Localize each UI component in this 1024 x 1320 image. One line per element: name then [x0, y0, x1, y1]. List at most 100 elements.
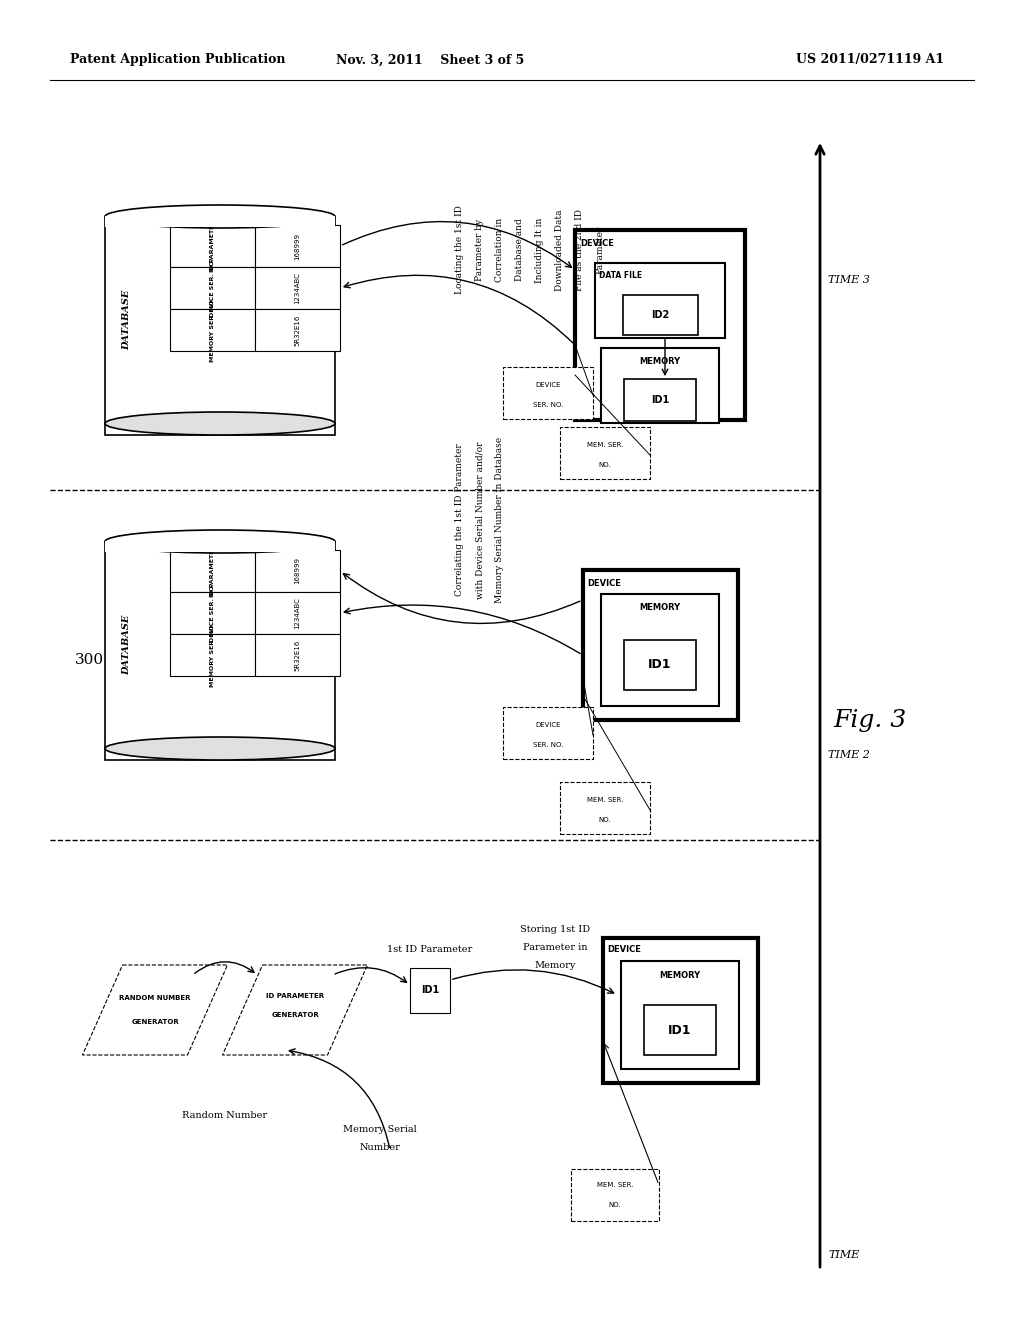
Text: Database and: Database and — [515, 219, 524, 281]
Bar — [571, 1170, 659, 1221]
Text: ID1: ID1 — [651, 395, 669, 405]
Text: DEVICE: DEVICE — [580, 239, 613, 248]
Bar — [410, 968, 450, 1012]
Text: GENERATOR: GENERATOR — [271, 1012, 318, 1018]
Text: ID1: ID1 — [421, 985, 439, 995]
Text: US 2011/0271119 A1: US 2011/0271119 A1 — [796, 54, 944, 66]
Text: MEMORY: MEMORY — [639, 356, 681, 366]
Text: Correlation in: Correlation in — [496, 218, 505, 282]
Text: Nov. 3, 2011    Sheet 3 of 5: Nov. 3, 2011 Sheet 3 of 5 — [336, 54, 524, 66]
Text: MEMORY SER. NO.: MEMORY SER. NO. — [210, 298, 215, 362]
Bar — [601, 594, 719, 706]
Text: TIME 3: TIME 3 — [828, 275, 869, 285]
Text: MEM. SER.: MEM. SER. — [587, 442, 624, 447]
Text: 300: 300 — [75, 653, 104, 667]
Bar — [170, 309, 255, 351]
Bar — [105, 216, 335, 227]
Text: 1234ABC: 1234ABC — [295, 272, 300, 304]
Text: Parameter in: Parameter in — [522, 944, 587, 953]
Text: Downloaded Data: Downloaded Data — [555, 210, 564, 290]
Bar — [601, 347, 719, 422]
Text: 168999: 168999 — [295, 232, 300, 260]
Bar — [560, 426, 650, 479]
Ellipse shape — [105, 737, 335, 760]
Text: TIME: TIME — [828, 1250, 859, 1261]
Bar — [170, 591, 255, 634]
Bar — [105, 216, 335, 436]
Text: Parameter by: Parameter by — [475, 219, 484, 281]
Bar — [170, 550, 255, 591]
Text: ID1: ID1 — [669, 1023, 692, 1036]
Text: ID2: ID2 — [651, 310, 669, 319]
Text: Random Number: Random Number — [182, 1110, 267, 1119]
Text: 1st ID Parameter: 1st ID Parameter — [387, 945, 473, 954]
Bar — [255, 309, 340, 351]
Text: DATABASE: DATABASE — [123, 615, 131, 675]
Text: DATA FILE: DATA FILE — [599, 271, 642, 280]
Ellipse shape — [105, 531, 335, 553]
Bar — [503, 708, 593, 759]
Polygon shape — [222, 965, 368, 1055]
Bar — [560, 781, 650, 834]
Text: Patent Application Publication: Patent Application Publication — [70, 54, 286, 66]
Text: DEVICE: DEVICE — [536, 722, 561, 729]
Text: 168999: 168999 — [295, 557, 300, 585]
Text: SER. NO.: SER. NO. — [532, 403, 563, 408]
Text: MEM. SER.: MEM. SER. — [597, 1181, 633, 1188]
Text: Number: Number — [359, 1143, 400, 1152]
Bar — [644, 1005, 716, 1055]
Text: DEVICE: DEVICE — [607, 945, 641, 954]
Bar — [255, 550, 340, 591]
Text: File as the 2nd ID: File as the 2nd ID — [575, 209, 585, 290]
Text: Locating the 1st ID: Locating the 1st ID — [456, 206, 465, 294]
Text: NO.: NO. — [599, 462, 611, 469]
Text: Storing 1st ID: Storing 1st ID — [520, 925, 590, 935]
Ellipse shape — [105, 412, 335, 436]
Bar — [255, 267, 340, 309]
Text: ID1: ID1 — [648, 659, 672, 672]
Bar — [602, 937, 758, 1082]
Text: NO.: NO. — [608, 1203, 622, 1208]
Text: ID PARAMETER: ID PARAMETER — [210, 545, 215, 597]
Text: MEMORY: MEMORY — [639, 603, 681, 612]
Text: Fig. 3: Fig. 3 — [834, 709, 906, 731]
Bar — [623, 294, 697, 335]
Bar — [255, 224, 340, 267]
Text: DEVICE: DEVICE — [588, 578, 622, 587]
Text: RANDOM NUMBER: RANDOM NUMBER — [119, 995, 190, 1001]
Text: Memory: Memory — [535, 961, 575, 970]
Text: MEM. SER.: MEM. SER. — [587, 797, 624, 803]
Bar — [624, 640, 696, 690]
Bar — [170, 267, 255, 309]
Bar — [255, 591, 340, 634]
Text: 5R32E16: 5R32E16 — [295, 314, 300, 346]
Text: DEVICE SER. NO.: DEVICE SER. NO. — [210, 583, 215, 643]
Text: NO.: NO. — [599, 817, 611, 822]
Bar — [595, 263, 725, 338]
Text: DEVICE SER. NO.: DEVICE SER. NO. — [210, 259, 215, 317]
Text: 5R32E16: 5R32E16 — [295, 639, 300, 671]
Text: Including It in: Including It in — [536, 218, 545, 282]
Text: DEVICE: DEVICE — [536, 381, 561, 388]
Bar — [170, 224, 255, 267]
Text: Memory Serial Number in Database: Memory Serial Number in Database — [496, 437, 505, 603]
Bar — [503, 367, 593, 418]
Bar — [105, 541, 335, 552]
Text: Correlating the 1st ID Parameter: Correlating the 1st ID Parameter — [456, 444, 465, 597]
Bar — [575, 230, 745, 420]
Bar — [105, 541, 335, 760]
Text: MEMORY: MEMORY — [659, 970, 700, 979]
Text: ID PARAMETER: ID PARAMETER — [266, 993, 324, 999]
Text: MEMORY SER. NO.: MEMORY SER. NO. — [210, 623, 215, 688]
Text: TIME 2: TIME 2 — [828, 750, 869, 760]
Text: 1234ABC: 1234ABC — [295, 597, 300, 628]
Bar — [624, 379, 696, 421]
Bar — [583, 570, 737, 719]
Text: SER. NO.: SER. NO. — [532, 742, 563, 748]
Bar — [170, 634, 255, 676]
Text: ID PARAMETER: ID PARAMETER — [210, 220, 215, 272]
Polygon shape — [83, 965, 227, 1055]
Text: Parameter: Parameter — [596, 226, 604, 275]
Text: Memory Serial: Memory Serial — [343, 1126, 417, 1134]
Text: GENERATOR: GENERATOR — [131, 1019, 179, 1026]
